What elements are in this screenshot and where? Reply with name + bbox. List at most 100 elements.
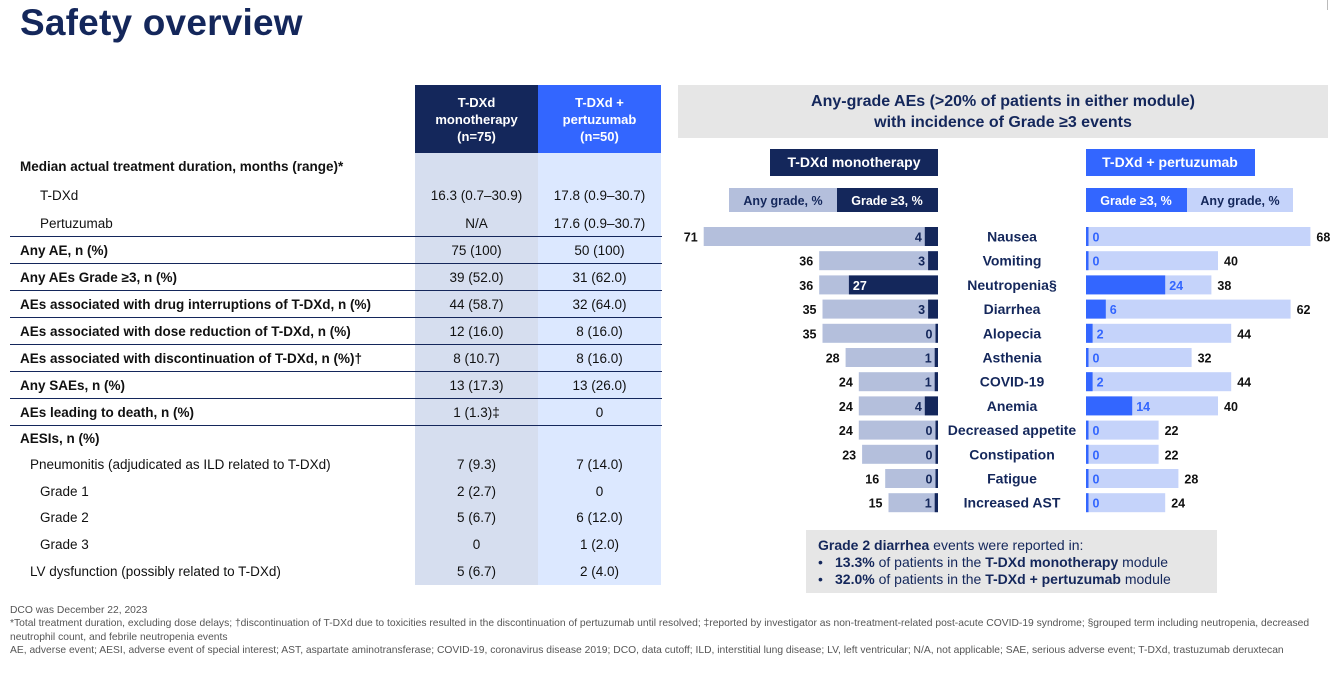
value-label-g3-pert: 2 bbox=[1097, 376, 1104, 390]
value-label-any-pert: 62 bbox=[1297, 303, 1311, 317]
bar-grade3-mono bbox=[935, 469, 938, 488]
value-label-any-mono: 71 bbox=[684, 231, 698, 245]
bar-any-grade-pert bbox=[1086, 348, 1192, 367]
value-label-g3-mono: 1 bbox=[925, 497, 932, 511]
bar-grade3-pert bbox=[1086, 227, 1089, 246]
callout-bullet-text: 13.3% of patients in the T-DXd monothera… bbox=[835, 554, 1168, 571]
cell-monotherapy: 0 bbox=[415, 531, 538, 558]
callout-pct: 13.3% bbox=[835, 554, 875, 570]
value-label-any-pert: 68 bbox=[1316, 231, 1330, 245]
value-label-g3-mono: 1 bbox=[925, 352, 932, 366]
cell-monotherapy: 44 (58.7) bbox=[415, 291, 538, 317]
row-label: Pneumonitis (adjudicated as ILD related … bbox=[30, 457, 331, 472]
value-label-any-mono: 36 bbox=[799, 255, 813, 269]
legend-label: Grade ≥3, % bbox=[1100, 194, 1171, 208]
chart-header: Any-grade AEs (>20% of patients in eithe… bbox=[678, 85, 1328, 138]
cell-pertuzumab: 31 (62.0) bbox=[538, 264, 661, 290]
table-row: AEs associated with dose reduction of T-… bbox=[10, 317, 662, 344]
bar-grade3-mono bbox=[924, 396, 938, 416]
value-label-g3-pert: 0 bbox=[1093, 497, 1100, 511]
bar-grade3-mono bbox=[934, 372, 938, 392]
callout-bullet-2: • 32.0% of patients in the T-DXd + pertu… bbox=[818, 571, 1207, 588]
col-header-line: pertuzumab bbox=[562, 111, 637, 127]
value-label-any-pert: 40 bbox=[1224, 400, 1238, 414]
table-row: Any SAEs, n (%) 13 (17.3) 13 (26.0) bbox=[10, 371, 662, 398]
cell-monotherapy: 5 (6.7) bbox=[415, 558, 538, 585]
panel-title-pertuzumab: T-DXd + pertuzumab bbox=[1102, 154, 1238, 170]
value-label-any-mono: 35 bbox=[803, 303, 817, 317]
bar-any-grade-mono bbox=[885, 469, 938, 488]
table-header: T-DXd monotherapy (n=75) T-DXd + pertuzu… bbox=[10, 85, 662, 153]
bar-grade3-pert bbox=[1086, 444, 1089, 464]
value-label-any-pert: 32 bbox=[1198, 352, 1212, 366]
table-row: LV dysfunction (possibly related to T-DX… bbox=[10, 558, 662, 585]
bar-grade3-pert bbox=[1086, 348, 1089, 367]
cell-pertuzumab bbox=[538, 426, 661, 451]
callout-text: module bbox=[1120, 571, 1171, 587]
chart-title-line2: with incidence of Grade ≥3 events bbox=[874, 113, 1132, 131]
table-body: Median actual treatment duration, months… bbox=[10, 153, 662, 585]
value-label-g3-pert: 2 bbox=[1097, 327, 1104, 341]
value-label-g3-mono: 3 bbox=[918, 255, 925, 269]
callout-text: of patients in the bbox=[874, 554, 986, 570]
cell-monotherapy: 5 (6.7) bbox=[415, 504, 538, 531]
table-row: AEs associated with discontinuation of T… bbox=[10, 344, 662, 371]
safety-table: T-DXd monotherapy (n=75) T-DXd + pertuzu… bbox=[10, 85, 662, 585]
bar-grade3-mono bbox=[935, 420, 938, 440]
col-header-monotherapy: T-DXd monotherapy (n=75) bbox=[415, 85, 538, 153]
row-label: AEs associated with discontinuation of T… bbox=[20, 350, 363, 366]
chart-title-line1: Any-grade AEs (>20% of patients in eithe… bbox=[811, 92, 1195, 110]
diarrhea-callout: Grade 2 diarrhea events were reported in… bbox=[806, 530, 1217, 593]
cell-pertuzumab: 17.6 (0.9–30.7) bbox=[538, 210, 661, 236]
bar-any-grade-pert bbox=[1086, 469, 1179, 488]
value-label-any-pert: 28 bbox=[1184, 473, 1198, 487]
row-label: AEs leading to death, n (%) bbox=[20, 404, 195, 420]
value-label-g3-pert: 0 bbox=[1093, 473, 1100, 487]
footnote-abbreviations: AE, adverse event; AESI, adverse event o… bbox=[10, 645, 1284, 657]
cell-pertuzumab: 6 (12.0) bbox=[538, 504, 661, 531]
bar-grade3-pert bbox=[1086, 469, 1089, 488]
value-label-g3-pert: 0 bbox=[1093, 424, 1100, 438]
cell-pertuzumab: 2 (4.0) bbox=[538, 558, 661, 585]
cell-monotherapy: N/A bbox=[415, 210, 538, 236]
value-label-g3-pert: 24 bbox=[1169, 279, 1183, 293]
category-label: Constipation bbox=[969, 446, 1055, 462]
category-label: Alopecia bbox=[983, 325, 1042, 341]
cell-pertuzumab bbox=[538, 153, 661, 180]
col-header-line: T-DXd + bbox=[575, 94, 624, 110]
cell-pertuzumab: 50 (100) bbox=[538, 237, 661, 263]
footnote-symbols: *Total treatment duration, excluding dos… bbox=[10, 618, 1310, 643]
bar-grade3-mono bbox=[934, 493, 938, 513]
cell-monotherapy: 75 (100) bbox=[415, 237, 538, 263]
value-label-g3-mono: 4 bbox=[915, 231, 922, 245]
ae-butterfly-chart: T-DXd monotherapy T-DXd + pertuzumab Any g… bbox=[684, 149, 1330, 513]
category-label: Nausea bbox=[987, 229, 1037, 245]
cell-pertuzumab: 13 (26.0) bbox=[538, 372, 661, 398]
value-label-g3-mono: 0 bbox=[926, 424, 933, 438]
cell-monotherapy bbox=[415, 153, 538, 180]
value-label-any-mono: 24 bbox=[839, 424, 853, 438]
col-header-line: (n=75) bbox=[457, 128, 496, 144]
value-label-g3-pert: 6 bbox=[1110, 303, 1117, 317]
callout-text: module bbox=[1118, 554, 1169, 570]
value-label-g3-mono: 27 bbox=[853, 279, 867, 293]
footnote-dco: DCO was December 22, 2023 bbox=[10, 605, 148, 616]
bar-grade3-pert bbox=[1086, 251, 1089, 271]
table-row: Any AE, n (%) 75 (100) 50 (100) bbox=[10, 236, 662, 263]
table-row: Median actual treatment duration, months… bbox=[10, 153, 662, 180]
callout-bullet-1: • 13.3% of patients in the T-DXd monothe… bbox=[818, 554, 1207, 571]
callout-line1: Grade 2 diarrhea events were reported in… bbox=[818, 537, 1207, 554]
value-label-g3-mono: 3 bbox=[918, 303, 925, 317]
bar-grade3-mono bbox=[935, 323, 938, 343]
bar-any-grade-mono bbox=[858, 396, 938, 416]
cell-pertuzumab: 0 bbox=[538, 478, 661, 504]
value-label-any-pert: 44 bbox=[1237, 327, 1251, 341]
value-label-g3-pert: 0 bbox=[1093, 231, 1100, 245]
category-label: Asthenia bbox=[982, 350, 1041, 366]
table-row: Pertuzumab N/A 17.6 (0.9–30.7) bbox=[10, 210, 662, 236]
value-label-g3-pert: 14 bbox=[1136, 400, 1150, 414]
legend-any-grade-mono bbox=[729, 188, 837, 212]
cell-monotherapy: 13 (17.3) bbox=[415, 372, 538, 398]
panel-title-box-pertuzumab bbox=[1086, 149, 1255, 176]
bar-grade3-pert bbox=[1086, 299, 1106, 319]
